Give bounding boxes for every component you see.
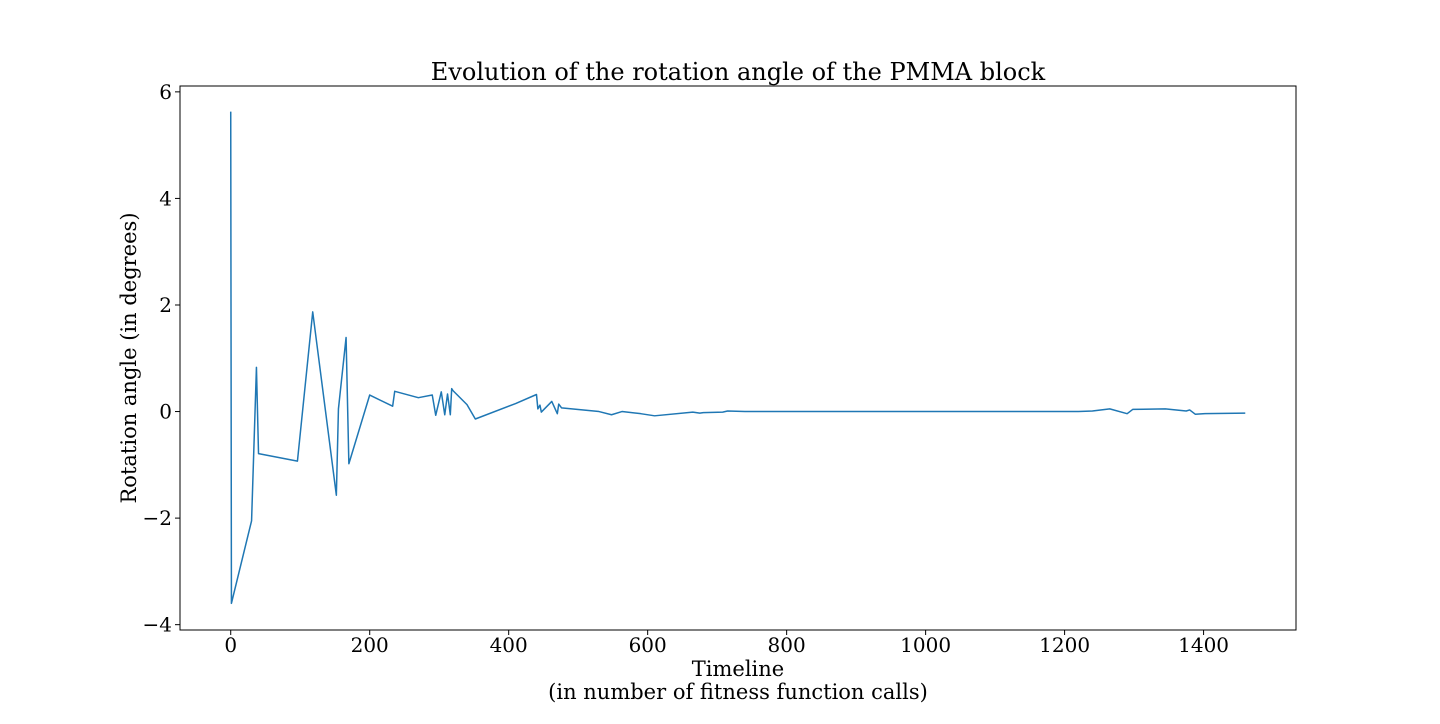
y-axis-ticks: −4 −2 0 2 4 6 — [143, 80, 180, 637]
x-tick-label: 1200 — [1039, 633, 1090, 657]
x-tick-label: 0 — [224, 633, 237, 657]
y-tick-label: −4 — [143, 613, 172, 637]
x-tick-label: 200 — [351, 633, 389, 657]
y-tick-label: 2 — [159, 293, 172, 317]
x-tick-label: 600 — [629, 633, 667, 657]
chart-title: Evolution of the rotation angle of the P… — [431, 58, 1046, 86]
y-tick-label: 6 — [159, 80, 172, 104]
x-axis-label-line-1: Timeline — [692, 657, 784, 681]
x-axis-ticks: 0 200 400 600 800 1000 1200 1400 — [224, 630, 1229, 657]
y-axis-label: Rotation angle (in degrees) — [117, 212, 141, 503]
x-tick-label: 400 — [490, 633, 528, 657]
y-tick-label: −2 — [143, 506, 172, 530]
y-tick-label: 0 — [159, 400, 172, 424]
series-line-0 — [229, 111, 1246, 605]
y-tick-label: 4 — [159, 186, 172, 210]
x-tick-label: 800 — [768, 633, 806, 657]
x-tick-label: 1400 — [1178, 633, 1229, 657]
x-tick-label: 1000 — [900, 633, 951, 657]
plot-frame — [179, 85, 1297, 631]
series-layer — [229, 111, 1246, 605]
x-axis-label-line-2: (in number of fitness function calls) — [548, 680, 928, 704]
